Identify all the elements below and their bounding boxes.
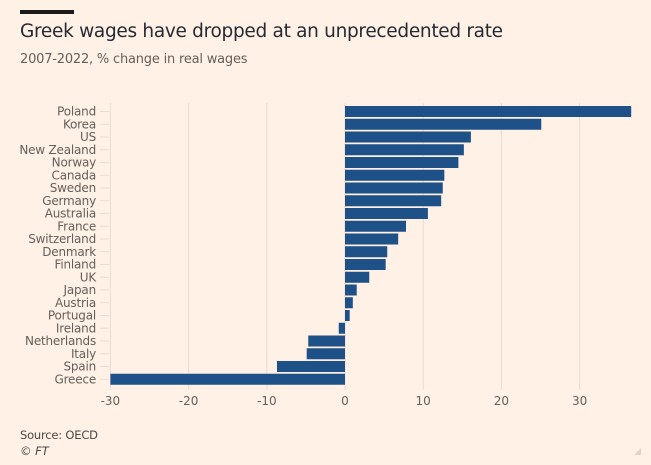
category-label: Korea — [63, 117, 96, 131]
chart-subtitle: 2007-2022, % change in real wages — [20, 52, 248, 67]
category-label: Austria — [55, 296, 96, 310]
ft-header-bar — [20, 10, 74, 14]
x-tick-label: 0 — [341, 394, 349, 408]
category-label: Canada — [52, 168, 96, 182]
bar-japan — [345, 284, 357, 296]
bar-norway — [345, 157, 459, 168]
bar-finland — [345, 259, 386, 270]
category-label: France — [57, 219, 96, 233]
category-label: Finland — [55, 258, 96, 272]
x-tick-label: 10 — [416, 394, 431, 408]
category-label: Ireland — [56, 321, 96, 335]
category-label: UK — [80, 270, 98, 284]
category-label: US — [80, 130, 96, 144]
x-tick-label: 20 — [494, 394, 509, 408]
bar-australia — [345, 208, 428, 219]
bar-poland — [345, 106, 632, 117]
source-note: Source: OECD — [20, 428, 98, 442]
bar-france — [345, 220, 406, 232]
category-label: Germany — [42, 194, 96, 208]
copyright-note: © FT — [20, 444, 49, 458]
category-label: Spain — [63, 360, 96, 374]
x-tick-label: -10 — [257, 394, 277, 408]
chart-title: Greek wages have dropped at an unprecede… — [20, 21, 503, 42]
bar-germany — [345, 195, 442, 207]
x-tick-label: -20 — [179, 394, 199, 408]
bar-greece — [110, 373, 346, 385]
category-label: Poland — [57, 105, 96, 119]
category-label: Italy — [71, 347, 96, 361]
category-label: New Zealand — [19, 143, 96, 157]
category-label: Australia — [45, 207, 96, 221]
category-label: Netherlands — [25, 334, 96, 348]
bar-us — [345, 131, 471, 143]
bar-switzerland — [345, 233, 399, 245]
category-label: Greece — [54, 372, 96, 386]
bar-uk — [345, 271, 370, 283]
x-tick-label: 30 — [572, 394, 587, 408]
category-label: Norway — [52, 156, 96, 170]
bar-italy — [306, 348, 345, 360]
bar-denmark — [345, 246, 388, 258]
gridlines — [109, 103, 581, 390]
category-label: Denmark — [42, 245, 96, 259]
bars — [110, 106, 632, 385]
x-axis-tick-labels: -30 -20 -10 0 10 20 30 — [101, 394, 588, 408]
bar-new-zealand — [345, 144, 464, 156]
bar-ireland — [338, 322, 345, 334]
category-label: Sweden — [50, 181, 96, 195]
bar-korea — [345, 118, 542, 130]
bar-spain — [276, 361, 345, 372]
x-tick-label: -30 — [101, 394, 121, 408]
category-label: Japan — [63, 283, 96, 297]
resize-corner-icon — [634, 448, 641, 455]
bar-canada — [345, 169, 445, 181]
bar-portugal — [345, 310, 350, 321]
category-label: Switzerland — [28, 232, 96, 246]
category-label: Portugal — [48, 309, 96, 323]
bar-austria — [345, 297, 353, 309]
bar-sweden — [345, 182, 443, 194]
bar-netherlands — [308, 335, 345, 347]
